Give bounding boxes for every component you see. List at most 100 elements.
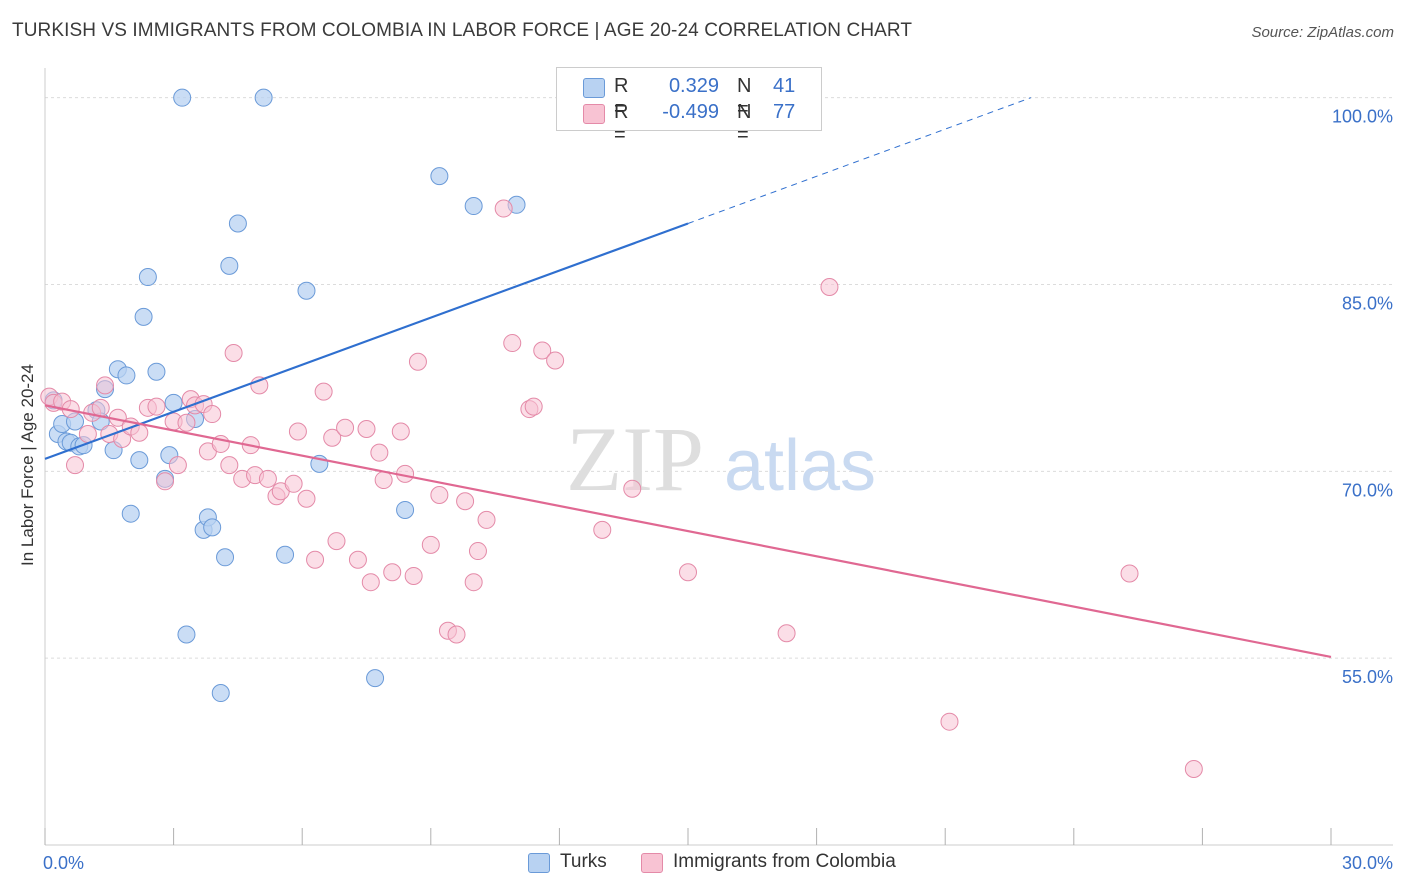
x-tick-label: 30.0% [1342,853,1393,873]
turks-point [121,504,140,523]
colombia-r-value: -0.499 [662,101,719,123]
x-tick-label: 0.0% [43,853,84,873]
turks-point [117,366,136,385]
turks-point [396,500,415,519]
colombia-point [524,397,543,416]
colombia-n-label: N = [737,101,752,146]
colombia-trend-line [44,404,1332,659]
trend-lines [44,97,1332,659]
colombia-point [91,398,110,417]
turks-point [254,88,273,107]
colombia-point [546,351,565,370]
colombia-point [777,624,796,643]
colombia-point [533,341,552,360]
turks-point [147,362,166,381]
colombia-point [593,520,612,539]
colombia-point [1120,564,1139,583]
colombia-point [323,428,342,447]
colombia-point [224,344,243,363]
colombia-point [168,456,187,475]
turks-point [430,167,449,186]
axes [44,68,1393,846]
colombia-point [306,550,325,569]
y-tick-label: 85.0% [1342,294,1393,314]
turks-n-label: N = [737,75,752,120]
legend-turks-label: Turks [560,851,607,872]
turks-point [211,684,230,703]
colombia-point [66,456,85,475]
colombia-point [679,563,697,582]
colombia-point [494,199,513,218]
colombia-point [156,472,175,491]
turks-trend-extension [687,97,1032,224]
colombia-point [374,471,393,490]
colombia-point [477,510,496,529]
colombia-r-label: R = [614,101,629,146]
colombia-point [96,376,115,395]
source-label: Source: ZipAtlas.com [1251,24,1394,41]
watermark: ZIP atlas [566,408,876,510]
colombia-swatch [583,104,605,124]
chart-title: TURKISH VS IMMIGRANTS FROM COLOMBIA IN L… [12,20,913,41]
legend-turks-swatch [528,853,550,873]
turks-n-value: 41 [773,75,796,97]
colombia-point [1184,760,1203,779]
colombia-point [336,418,355,437]
tick-labels: 100.0% 85.0% 70.0% 55.0% 0.0% 30.0% [43,107,1393,873]
turks-point [220,256,239,275]
y-tick-label: 100.0% [1332,107,1393,127]
turks-point [297,281,316,300]
colombia-point [314,382,333,401]
colombia-point [177,413,196,432]
colombia-point [468,542,487,561]
legend-colombia-swatch [641,853,663,873]
grid-lines [45,97,1393,659]
turks-point [173,88,192,107]
colombia-point [447,625,466,644]
colombia-point [391,422,410,441]
colombia-point [408,352,427,371]
turks-point [134,307,153,326]
colombia-point [348,550,367,569]
legend-colombia-label: Immigrants from Colombia [673,851,896,872]
colombia-point [284,474,303,493]
colombia-point [147,397,166,416]
y-tick-label: 55.0% [1342,667,1393,687]
turks-r-value: 0.329 [668,75,719,97]
colombia-point [288,422,307,441]
stats-legend: R = 0.329 N = 41 R = -0.499 N = 77 [556,67,822,146]
colombia-point [456,492,475,511]
colombia-point [464,573,483,592]
turks-points [44,88,526,703]
turks-point [138,268,157,287]
turks-swatch [583,78,605,98]
turks-point [203,518,222,537]
colombia-point [297,489,316,508]
colombia-point [361,573,380,592]
colombia-point [327,532,346,551]
turks-r-label: R = [614,75,629,120]
colombia-point [258,469,277,488]
colombia-point [623,479,642,498]
colombia-point [383,563,402,582]
colombia-point [220,456,239,475]
watermark-atlas: atlas [724,426,876,506]
colombia-point [370,443,389,462]
colombia-point [940,712,959,731]
turks-point [177,625,196,644]
colombia-point [357,419,376,438]
turks-point [366,669,385,688]
turks-point [228,214,247,233]
turks-point [464,197,483,216]
colombia-point [503,334,522,353]
colombia-n-value: 77 [773,101,796,123]
colombia-point [820,278,839,297]
colombia-point [404,566,423,585]
turks-point [216,548,235,567]
colombia-point [421,535,440,554]
turks-point [276,545,295,564]
turks-trend-line [44,222,689,460]
y-tick-label: 70.0% [1342,480,1393,500]
colombia-point [430,486,449,505]
